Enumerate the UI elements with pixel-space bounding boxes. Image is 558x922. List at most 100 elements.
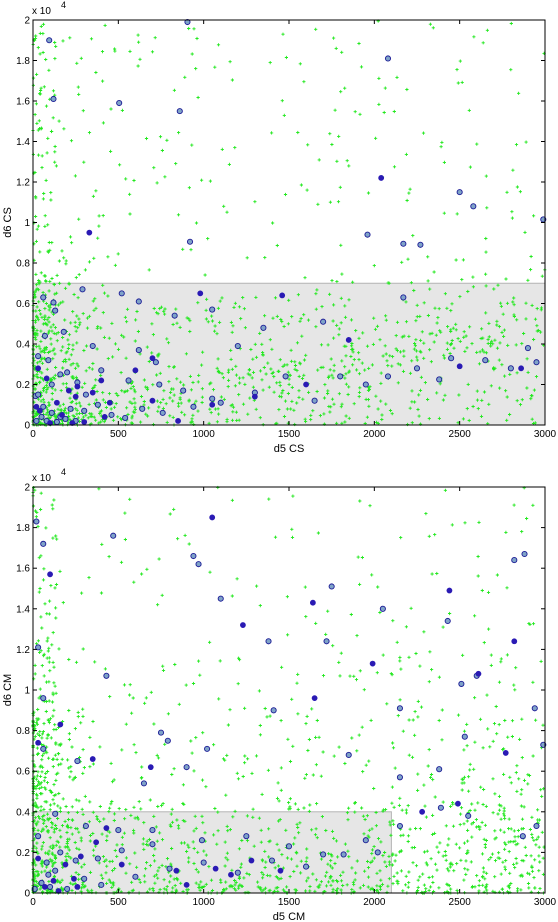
plus-marker — [50, 859, 54, 863]
plus-marker — [47, 401, 51, 405]
plus-marker — [76, 296, 80, 300]
plus-marker — [39, 808, 43, 812]
plus-marker — [58, 301, 62, 305]
plus-marker — [477, 883, 481, 888]
plus-marker — [344, 382, 348, 386]
plus-marker — [437, 886, 441, 890]
plus-marker — [133, 816, 137, 820]
plus-marker — [299, 871, 303, 875]
plus-marker — [365, 344, 370, 348]
plus-marker — [328, 864, 333, 868]
plus-marker — [219, 880, 223, 884]
plus-marker — [332, 303, 336, 307]
plus-marker — [468, 325, 472, 329]
plus-marker — [95, 815, 99, 819]
plus-marker — [354, 678, 359, 682]
plus-marker — [332, 336, 336, 340]
plus-marker — [502, 830, 506, 834]
plus-marker — [43, 321, 47, 325]
plus-marker — [196, 301, 200, 305]
plus-marker — [413, 344, 417, 348]
plus-marker — [440, 140, 444, 144]
plus-marker — [346, 849, 350, 853]
y-multiplier-label: x 10 — [32, 6, 51, 17]
plus-marker — [288, 759, 293, 764]
plus-marker — [52, 830, 56, 834]
plus-marker — [34, 721, 38, 725]
plus-marker — [327, 852, 331, 856]
plus-marker — [493, 829, 497, 833]
plus-marker — [399, 834, 403, 838]
plus-marker — [447, 837, 451, 841]
plus-marker — [408, 406, 412, 410]
plus-marker — [375, 671, 379, 675]
plus-marker — [85, 316, 90, 320]
plus-marker — [35, 796, 39, 800]
plus-marker — [89, 414, 93, 418]
plus-marker — [128, 862, 132, 866]
plus-marker — [473, 614, 477, 618]
plus-marker — [502, 772, 506, 776]
plus-marker — [436, 316, 440, 320]
plus-marker — [352, 358, 356, 362]
plus-marker — [454, 322, 458, 326]
plus-marker — [404, 320, 409, 324]
plus-marker — [489, 856, 493, 860]
plus-marker — [384, 864, 388, 868]
plus-marker — [80, 865, 84, 869]
plus-marker — [296, 130, 300, 135]
plus-marker — [103, 400, 107, 404]
plus-marker — [355, 859, 359, 863]
plus-marker — [142, 847, 146, 851]
plus-marker — [146, 843, 150, 847]
plus-marker — [39, 781, 43, 785]
plus-marker — [343, 420, 347, 424]
plus-marker — [374, 394, 378, 398]
plus-marker — [213, 65, 217, 69]
plus-marker — [491, 777, 495, 781]
plus-marker — [51, 765, 55, 769]
plus-marker — [42, 356, 46, 360]
plus-marker — [142, 399, 146, 404]
plus-marker — [33, 663, 37, 667]
open-circle-marker — [362, 381, 369, 388]
plus-marker — [517, 777, 521, 781]
plus-marker — [261, 353, 265, 357]
plus-marker — [38, 733, 42, 738]
plus-marker — [394, 853, 398, 857]
plus-marker — [318, 414, 322, 418]
plus-marker — [48, 599, 52, 603]
plus-marker — [510, 719, 515, 723]
plus-marker — [390, 412, 394, 416]
plus-marker — [43, 350, 47, 354]
plus-marker — [172, 365, 176, 369]
plus-marker — [278, 358, 282, 362]
plus-marker — [44, 279, 48, 283]
plus-marker — [474, 818, 478, 822]
plus-marker — [314, 827, 318, 831]
plus-marker — [470, 342, 474, 346]
plus-marker — [502, 809, 506, 813]
plus-marker — [503, 865, 507, 869]
plus-marker — [128, 192, 132, 196]
plus-marker — [187, 856, 191, 860]
plus-marker — [124, 808, 128, 812]
plus-marker — [243, 754, 247, 758]
plus-marker — [483, 845, 487, 849]
plus-marker — [388, 820, 392, 824]
plus-marker — [441, 854, 445, 858]
plus-marker — [176, 824, 180, 828]
plus-marker — [237, 658, 242, 662]
plus-marker — [279, 766, 283, 770]
plus-marker — [481, 883, 485, 887]
plus-marker — [422, 850, 427, 854]
plus-marker — [51, 864, 55, 868]
plus-marker — [75, 341, 79, 345]
x-tick-label: 1500 — [278, 429, 301, 440]
plus-marker — [261, 876, 265, 880]
filled-circle-marker — [475, 670, 482, 677]
plus-marker — [44, 390, 48, 394]
filled-circle-marker — [132, 367, 139, 374]
plus-marker — [46, 732, 50, 737]
plus-marker — [280, 320, 284, 324]
